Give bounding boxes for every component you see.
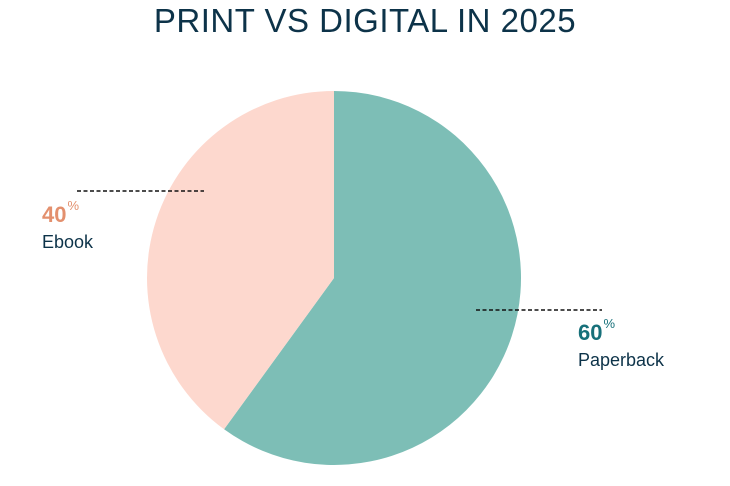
pie-slice-paperback xyxy=(224,91,522,465)
chart-title: PRINT VS DIGITAL IN 2025 xyxy=(153,2,577,39)
label-paperback: 60% Paperback xyxy=(578,316,665,371)
category-ebook: Ebook xyxy=(42,232,94,252)
value-paperback: 60 xyxy=(578,320,603,345)
value-ebook: 40 xyxy=(42,202,67,227)
unit-paperback: % xyxy=(603,316,616,331)
category-paperback: Paperback xyxy=(578,350,665,370)
label-ebook: 40% Ebook xyxy=(42,198,94,253)
pie-slices xyxy=(147,91,522,465)
pie-slice-ebook xyxy=(147,91,334,430)
unit-ebook: % xyxy=(67,198,80,213)
